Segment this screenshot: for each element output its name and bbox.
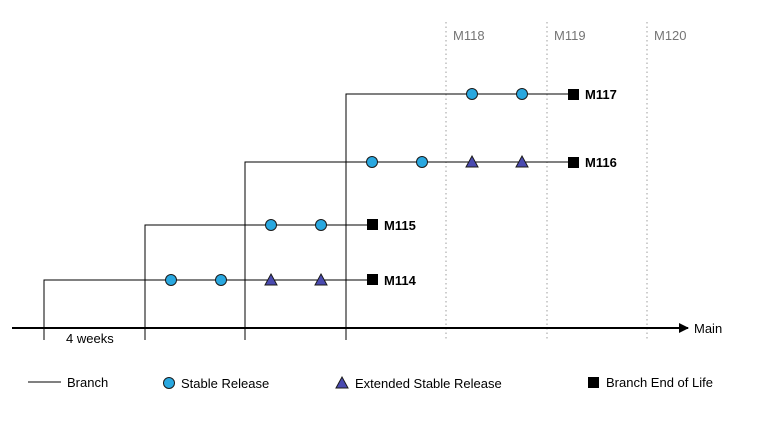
- stable-release-marker: [315, 219, 327, 231]
- branch-m115: M115: [144, 218, 416, 328]
- branch-line-m116: [244, 161, 573, 328]
- stable-release-marker: [165, 274, 177, 286]
- milestone-label-m119: M119: [554, 28, 586, 43]
- main-axis-label: Main: [694, 321, 722, 336]
- legend-stable-release-swatch: [163, 377, 175, 389]
- extended-stable-release-marker: [264, 272, 278, 286]
- branch-eol-marker: [367, 274, 378, 285]
- legend-branch-eol-label: Branch End of Life: [606, 375, 713, 390]
- legend: Branch Stable Release Extended Stable Re…: [28, 375, 713, 391]
- branch-eol-marker: [568, 89, 579, 100]
- branch-line-m117: [345, 93, 573, 328]
- branch-label-m117: M117: [585, 87, 617, 102]
- extended-stable-release-marker: [515, 154, 529, 168]
- branch-eol-marker: [568, 157, 579, 168]
- branch-label-m115: M115: [384, 218, 416, 233]
- branch-m117: M117: [345, 87, 617, 328]
- milestone-label-m118: M118: [453, 28, 485, 43]
- main-trunk: Main 4 weeks: [12, 321, 722, 346]
- extended-stable-release-marker: [465, 154, 479, 168]
- stable-release-marker: [466, 88, 478, 100]
- branch-label-m116: M116: [585, 155, 617, 170]
- legend-extended-stable-release-swatch: [335, 375, 349, 389]
- extended-stable-release-marker: [314, 272, 328, 286]
- legend-branch-label: Branch: [67, 375, 108, 390]
- stable-release-marker: [265, 219, 277, 231]
- branch-line-m114: [43, 279, 372, 328]
- branch-m114: M114: [43, 272, 417, 328]
- interval-label: 4 weeks: [66, 331, 114, 346]
- legend-branch-eol-swatch: [588, 377, 599, 388]
- stable-release-marker: [215, 274, 227, 286]
- milestone-label-m120: M120: [654, 28, 687, 43]
- branch-line-m115: [144, 224, 372, 328]
- branch-label-m114: M114: [384, 273, 417, 288]
- stable-release-marker: [366, 156, 378, 168]
- legend-stable-release-label: Stable Release: [181, 376, 269, 391]
- stable-release-marker: [516, 88, 528, 100]
- branch-m116: M116: [244, 154, 617, 328]
- branch-eol-marker: [367, 219, 378, 230]
- stable-release-marker: [416, 156, 428, 168]
- milestone-guides: M118 M119 M120: [445, 22, 687, 340]
- legend-extended-stable-release-label: Extended Stable Release: [355, 376, 502, 391]
